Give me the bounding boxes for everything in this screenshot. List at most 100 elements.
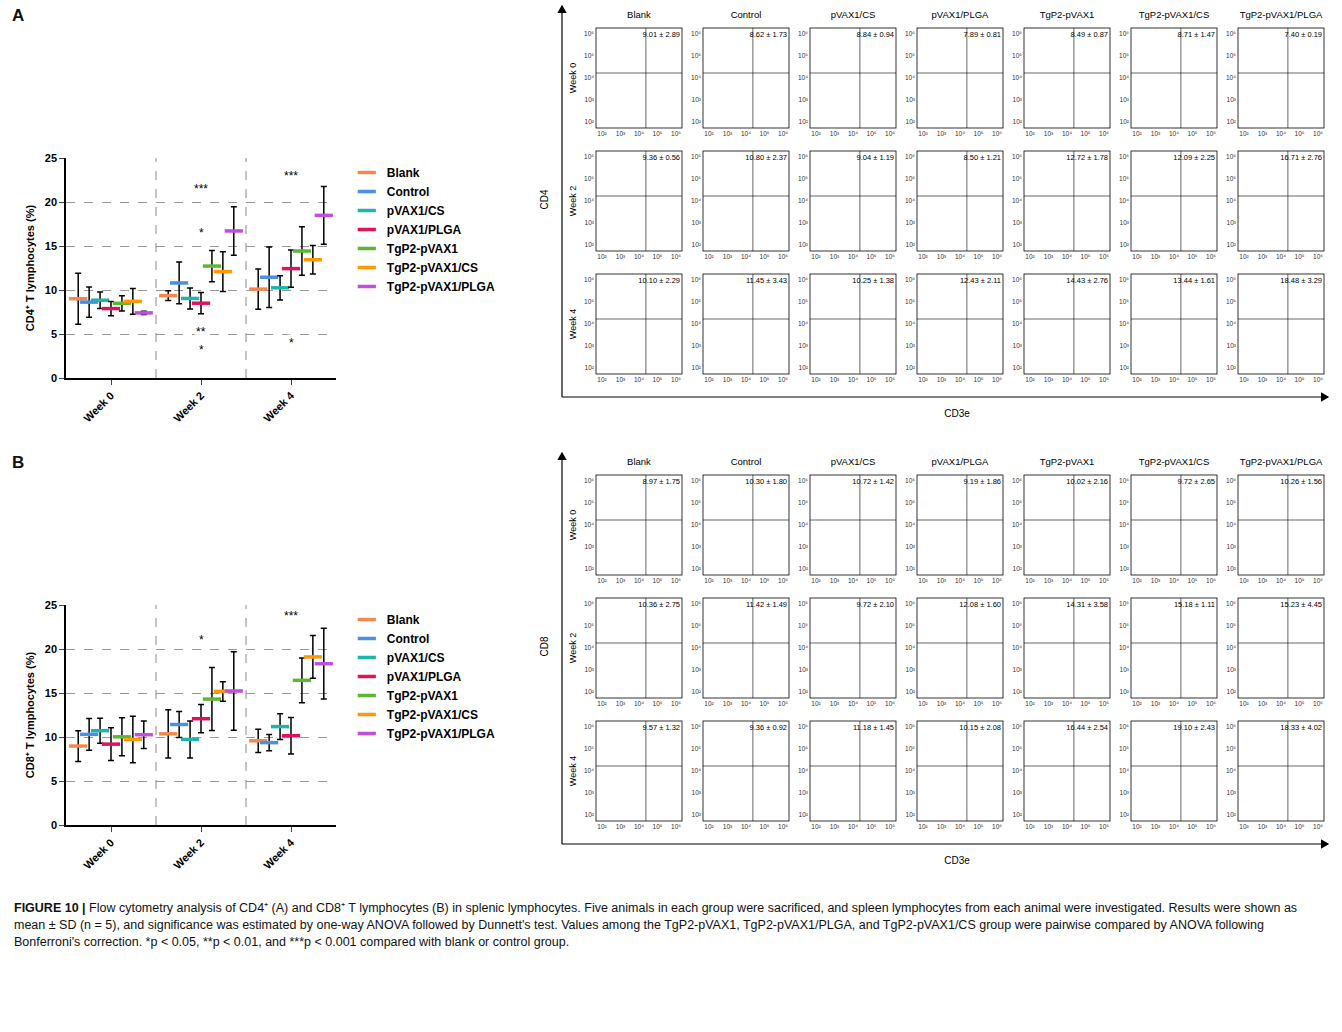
svg-text:***: *** [284, 169, 298, 183]
svg-text:10⁵: 10⁵ [798, 175, 808, 182]
svg-text:10²: 10² [597, 253, 607, 260]
svg-text:10³: 10³ [830, 253, 840, 260]
svg-text:Week 0: Week 0 [568, 63, 578, 93]
svg-text:10⁶: 10⁶ [992, 130, 1002, 137]
svg-text:10⁴: 10⁴ [1062, 130, 1072, 137]
svg-text:10³: 10³ [1258, 823, 1268, 830]
svg-text:10³: 10³ [799, 543, 809, 550]
svg-text:8.71 ± 1.47: 8.71 ± 1.47 [1178, 30, 1215, 39]
svg-text:8.62 ± 1.73: 8.62 ± 1.73 [750, 30, 787, 39]
svg-text:pVAX1/CS: pVAX1/CS [831, 456, 876, 467]
svg-text:TgP2-pVAX1/PLGA: TgP2-pVAX1/PLGA [387, 280, 495, 294]
svg-text:10⁴: 10⁴ [691, 197, 701, 204]
svg-text:Week 4: Week 4 [568, 309, 578, 339]
svg-text:10⁶: 10⁶ [992, 700, 1002, 707]
svg-text:10⁵: 10⁵ [1012, 298, 1022, 305]
svg-text:10²: 10² [918, 130, 928, 137]
svg-text:10⁵: 10⁵ [1119, 622, 1129, 629]
svg-text:15: 15 [45, 687, 57, 699]
svg-text:10⁶: 10⁶ [1099, 376, 1109, 383]
svg-text:10⁴: 10⁴ [634, 376, 644, 383]
svg-text:10⁴: 10⁴ [1119, 521, 1129, 528]
svg-text:Control: Control [731, 9, 762, 20]
svg-text:9.36 ± 0.56: 9.36 ± 0.56 [643, 153, 680, 162]
svg-text:10⁶: 10⁶ [905, 30, 915, 37]
svg-text:10²: 10² [692, 118, 702, 125]
svg-text:Blank: Blank [387, 613, 420, 627]
svg-text:10⁶: 10⁶ [798, 477, 808, 484]
svg-text:10³: 10³ [1013, 219, 1023, 226]
svg-text:10³: 10³ [1044, 700, 1054, 707]
svg-text:12.09 ± 2.25: 12.09 ± 2.25 [1173, 153, 1215, 162]
svg-text:pVAX1/PLGA: pVAX1/PLGA [387, 223, 462, 237]
svg-text:10⁶: 10⁶ [671, 577, 681, 584]
svg-text:10²: 10² [918, 253, 928, 260]
svg-text:10⁶: 10⁶ [1206, 577, 1216, 584]
svg-text:10⁵: 10⁵ [584, 298, 594, 305]
svg-text:10⁶: 10⁶ [691, 153, 701, 160]
svg-text:9.57 ± 1.32: 9.57 ± 1.32 [643, 723, 680, 732]
svg-text:TgP2-pVAX1: TgP2-pVAX1 [387, 689, 458, 703]
svg-text:10⁴: 10⁴ [848, 577, 858, 584]
svg-text:10⁴: 10⁴ [691, 320, 701, 327]
svg-text:TgP2-pVAX1/CS: TgP2-pVAX1/CS [1139, 456, 1210, 467]
svg-text:10⁴: 10⁴ [955, 700, 965, 707]
svg-text:10⁴: 10⁴ [955, 577, 965, 584]
svg-text:10⁶: 10⁶ [1206, 823, 1216, 830]
svg-text:TgP2-pVAX1/CS: TgP2-pVAX1/CS [387, 261, 478, 275]
svg-text:10²: 10² [1120, 811, 1130, 818]
svg-text:10⁴: 10⁴ [955, 376, 965, 383]
svg-text:*: * [199, 343, 204, 357]
svg-text:10²: 10² [1227, 118, 1237, 125]
svg-text:10⁵: 10⁵ [974, 700, 984, 707]
svg-text:Blank: Blank [387, 166, 420, 180]
svg-text:10³: 10³ [1227, 96, 1237, 103]
svg-text:10⁶: 10⁶ [1119, 276, 1129, 283]
svg-text:5: 5 [51, 328, 57, 340]
svg-text:10⁵: 10⁵ [691, 52, 701, 59]
svg-text:10: 10 [45, 731, 57, 743]
svg-text:10⁵: 10⁵ [691, 745, 701, 752]
svg-text:10⁵: 10⁵ [1295, 823, 1305, 830]
svg-text:10³: 10³ [1120, 666, 1130, 673]
svg-text:10²: 10² [1132, 577, 1142, 584]
svg-text:10⁴: 10⁴ [1276, 577, 1286, 584]
svg-text:10⁵: 10⁵ [584, 745, 594, 752]
svg-text:Blank: Blank [627, 456, 651, 467]
svg-text:10⁴: 10⁴ [1012, 320, 1022, 327]
svg-text:10⁵: 10⁵ [1188, 130, 1198, 137]
svg-text:10⁴: 10⁴ [1169, 130, 1179, 137]
svg-text:10⁶: 10⁶ [885, 577, 895, 584]
svg-text:10⁶: 10⁶ [798, 276, 808, 283]
svg-text:10⁶: 10⁶ [778, 577, 788, 584]
svg-text:10⁵: 10⁵ [974, 253, 984, 260]
svg-text:Week 0: Week 0 [568, 510, 578, 540]
svg-text:10³: 10³ [723, 376, 733, 383]
svg-text:10³: 10³ [830, 577, 840, 584]
svg-text:10³: 10³ [830, 376, 840, 383]
svg-text:10³: 10³ [799, 789, 809, 796]
svg-text:10⁵: 10⁵ [867, 700, 877, 707]
svg-text:10⁵: 10⁵ [1119, 745, 1129, 752]
svg-text:10⁵: 10⁵ [1012, 175, 1022, 182]
svg-text:10⁶: 10⁶ [1206, 253, 1216, 260]
svg-text:CD4: CD4 [539, 189, 550, 209]
svg-text:10.30 ± 1.80: 10.30 ± 1.80 [745, 477, 787, 486]
svg-text:Blank: Blank [627, 9, 651, 20]
svg-text:10²: 10² [1227, 565, 1237, 572]
svg-text:10⁵: 10⁵ [760, 376, 770, 383]
svg-text:10³: 10³ [1044, 823, 1054, 830]
svg-text:10⁵: 10⁵ [905, 52, 915, 59]
svg-text:10⁴: 10⁴ [1062, 253, 1072, 260]
svg-text:10⁵: 10⁵ [1226, 298, 1236, 305]
svg-text:10²: 10² [1013, 565, 1023, 572]
svg-text:10³: 10³ [799, 219, 809, 226]
svg-text:10²: 10² [1120, 565, 1130, 572]
svg-text:10³: 10³ [1227, 789, 1237, 796]
svg-text:10⁵: 10⁵ [653, 376, 663, 383]
svg-text:10²: 10² [811, 577, 821, 584]
svg-text:10⁵: 10⁵ [867, 577, 877, 584]
svg-text:TgP2-pVAX1/CS: TgP2-pVAX1/CS [1139, 9, 1210, 20]
svg-text:10⁶: 10⁶ [1099, 253, 1109, 260]
svg-text:CD3e: CD3e [944, 408, 970, 419]
